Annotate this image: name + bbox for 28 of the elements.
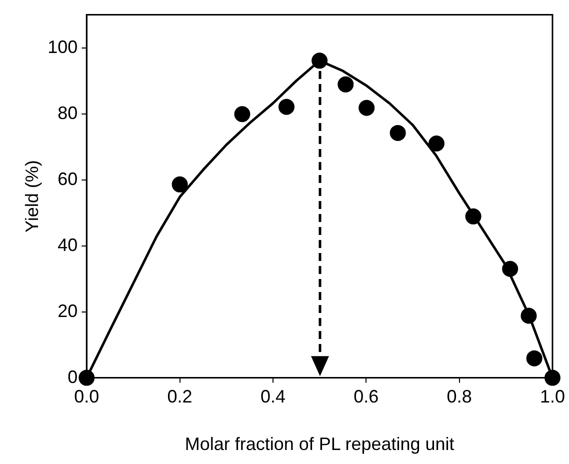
y-axis-title: Yield (%) — [22, 160, 42, 232]
y-tick-label: 40 — [58, 234, 78, 255]
point — [358, 100, 375, 116]
x-tick-label: 0.6 — [354, 386, 379, 407]
point — [278, 98, 294, 115]
x-tick-label: 0.2 — [167, 386, 192, 407]
y-tick-label: 60 — [58, 168, 78, 189]
point — [172, 176, 188, 192]
point — [428, 136, 444, 152]
x-tick-label: 0.8 — [446, 386, 472, 407]
x-tick-label: 0.0 — [74, 386, 100, 407]
y-tick-label: 0 — [68, 366, 78, 387]
point — [338, 76, 354, 92]
x-tick-label: 1.0 — [540, 386, 566, 407]
x-tick-label: 0.4 — [260, 386, 286, 407]
x-axis-title: Molar fraction of PL repeating unit — [184, 434, 454, 454]
point — [520, 308, 537, 324]
point — [526, 350, 542, 366]
point — [78, 370, 95, 386]
y-tick-label: 100 — [48, 36, 78, 57]
y-tick-label: 20 — [58, 300, 78, 321]
point — [502, 260, 518, 277]
y-tick-label: 80 — [58, 102, 78, 123]
point — [234, 106, 250, 122]
point — [544, 370, 560, 386]
point — [465, 208, 482, 224]
point — [312, 52, 328, 69]
point — [390, 124, 406, 141]
